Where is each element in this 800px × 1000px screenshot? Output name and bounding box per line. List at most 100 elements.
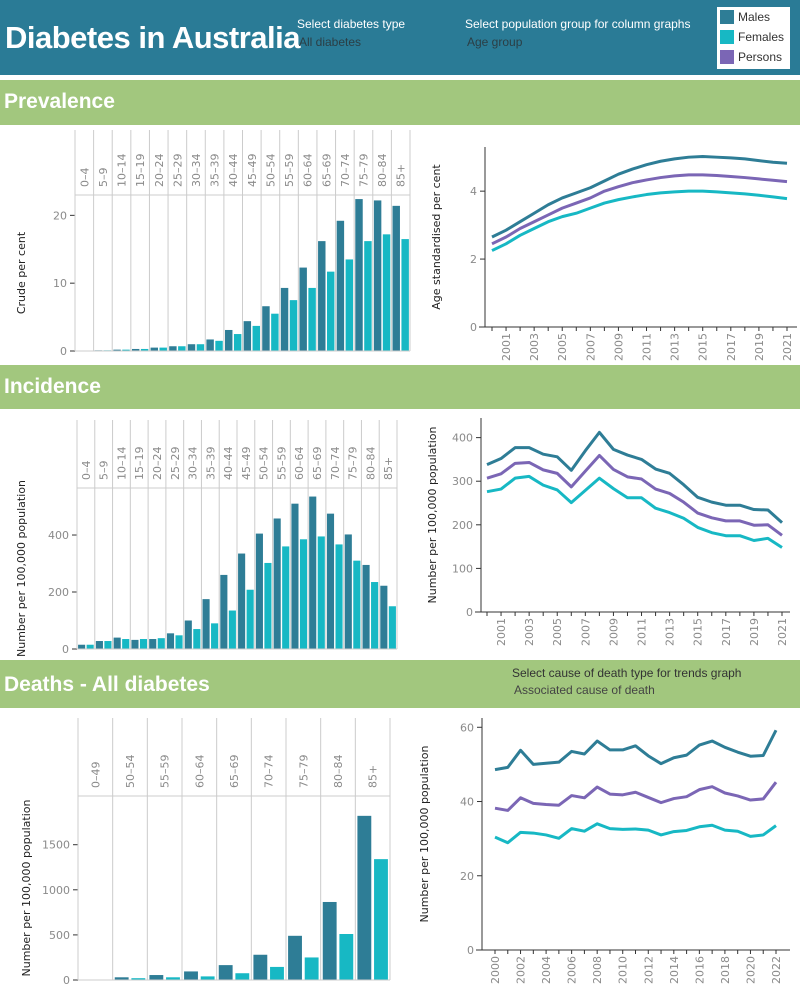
death-type-filter[interactable]: Associated cause of death <box>514 683 655 697</box>
legend-item-males[interactable]: Males <box>717 7 790 27</box>
bar-males <box>262 306 270 351</box>
age-group-label: 10–14 <box>116 154 129 188</box>
age-group-label: 35–39 <box>209 154 222 188</box>
bar-males <box>114 977 129 980</box>
bar-males <box>238 553 246 649</box>
dashboard-header: Diabetes in Australia Select diabetes ty… <box>0 0 800 75</box>
x-tick-label: 2005 <box>556 333 569 361</box>
line-females <box>491 189 788 252</box>
legend-label: Males <box>738 10 771 24</box>
line-persons <box>494 781 778 812</box>
bar-males <box>380 585 388 649</box>
age-group-label: 55–59 <box>283 154 296 188</box>
y-tick-label: 400 <box>452 432 473 445</box>
bar-females <box>233 334 242 351</box>
x-tick-label: 2004 <box>540 956 553 984</box>
x-tick-label: 2020 <box>744 956 757 984</box>
population-group-filter[interactable]: Age group <box>467 35 523 49</box>
bar-males <box>113 637 121 649</box>
bar-females <box>157 638 165 649</box>
age-group-label: 60–64 <box>302 154 315 188</box>
y-tick-label: 60 <box>460 721 474 734</box>
bar-males <box>291 503 299 649</box>
age-group-label: 55–59 <box>275 447 288 481</box>
bar-females <box>211 623 219 649</box>
age-group-label: 85+ <box>395 164 408 187</box>
diabetes-type-filter-label: Select diabetes type <box>297 17 406 31</box>
x-tick-label: 2013 <box>669 333 682 361</box>
bar-males <box>220 574 228 649</box>
age-group-label: 45–49 <box>246 154 259 187</box>
bar-females <box>289 300 298 351</box>
bar-females <box>159 347 167 351</box>
bar-males <box>326 513 335 649</box>
x-tick-label: 2017 <box>720 618 733 646</box>
age-group-label: 65–69 <box>228 755 241 789</box>
bar-males <box>169 346 177 351</box>
y-tick-label: 0 <box>470 321 477 334</box>
age-group-label: 30–34 <box>187 447 200 481</box>
legend-item-females[interactable]: Females <box>717 27 790 47</box>
age-group-label: 70–74 <box>339 154 352 188</box>
bar-males <box>206 339 214 351</box>
bar-females <box>235 973 250 980</box>
y-axis-title: Number per 100,000 population <box>418 745 431 922</box>
line-persons <box>486 453 783 537</box>
age-group-label: 45–49 <box>240 447 253 481</box>
age-group-label: 30–34 <box>190 154 203 188</box>
diabetes-type-filter[interactable]: All diabetes <box>299 35 362 49</box>
y-tick-label: 40 <box>460 796 474 809</box>
x-tick-label: 2002 <box>515 956 528 984</box>
bar-males <box>336 220 345 351</box>
y-tick-label: 200 <box>452 519 473 532</box>
bar-females <box>178 346 186 351</box>
bar-females <box>166 977 180 980</box>
y-axis-title: Crude per cent <box>15 231 28 314</box>
age-group-label: 40–44 <box>222 447 235 481</box>
x-tick-label: 2009 <box>612 333 625 361</box>
line-males <box>486 430 784 524</box>
bar-males <box>113 349 121 351</box>
bar-males <box>131 348 140 351</box>
legend-label: Persons <box>738 50 783 64</box>
age-group-label: 0–49 <box>89 762 102 789</box>
y-tick-label: 0 <box>60 345 67 358</box>
bar-females <box>326 271 335 351</box>
bar-males <box>166 633 175 649</box>
deaths-band: Deaths - All diabetes Select cause of de… <box>0 660 800 708</box>
bar-males <box>253 954 268 980</box>
death-type-filter-label: Select cause of death type for trends gr… <box>512 666 742 680</box>
legend-item-persons[interactable]: Persons <box>717 47 790 67</box>
bar-females <box>140 348 149 351</box>
age-group-label: 75–79 <box>347 447 360 481</box>
age-group-label: 65–69 <box>311 447 324 481</box>
y-tick-label: 10 <box>53 277 67 290</box>
x-tick-label: 2000 <box>489 956 502 984</box>
bar-males <box>95 641 103 649</box>
bar-females <box>304 957 319 980</box>
x-tick-label: 2001 <box>500 333 513 361</box>
prevalence-band: Prevalence <box>0 80 800 125</box>
bar-males <box>362 564 370 649</box>
x-tick-label: 2018 <box>719 956 732 984</box>
y-tick-label: 4 <box>470 185 477 198</box>
x-tick-label: 2007 <box>584 333 597 361</box>
x-tick-label: 2003 <box>528 333 541 361</box>
bar-males <box>273 518 281 649</box>
legend-label: Females <box>738 30 785 44</box>
y-tick-label: 0 <box>63 974 70 987</box>
age-group-label: 50–54 <box>258 447 271 481</box>
x-tick-label: 2003 <box>523 618 536 646</box>
bar-males <box>318 241 326 351</box>
y-tick-label: 200 <box>48 586 69 599</box>
x-tick-label: 2006 <box>566 956 579 984</box>
bar-males <box>225 329 233 351</box>
bar-males <box>299 267 307 351</box>
bar-females <box>122 639 130 649</box>
age-group-label: 50–54 <box>124 755 137 789</box>
age-group-label: 75–79 <box>297 755 310 789</box>
age-group-label: 15–19 <box>133 447 146 481</box>
age-group-label: 10–14 <box>115 447 128 481</box>
line-males <box>491 155 788 239</box>
deaths-title: Deaths - All diabetes <box>4 673 210 696</box>
